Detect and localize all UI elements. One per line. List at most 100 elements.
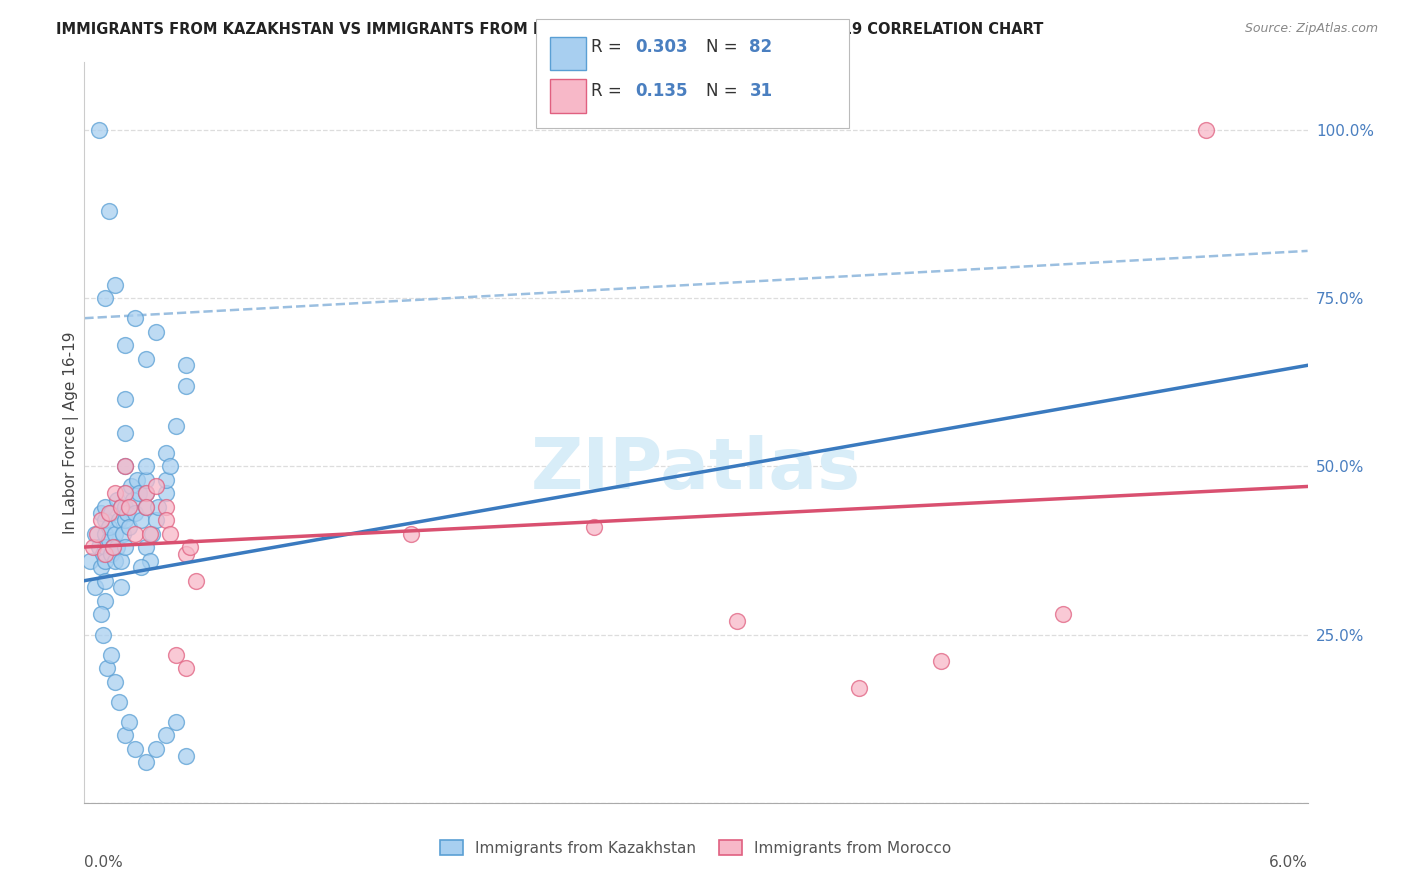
Point [79, 553, 101, 567]
Point [135, 756, 157, 770]
Point [165, 418, 187, 433]
Point [135, 500, 157, 514]
Point [583, 520, 606, 534]
Point [176, 661, 198, 675]
Point [93, 574, 117, 588]
Point [1195, 122, 1218, 136]
Point [725, 614, 748, 628]
Point [146, 500, 169, 514]
Point [87, 540, 110, 554]
Point [176, 547, 198, 561]
Point [104, 277, 127, 292]
Point [155, 473, 177, 487]
Point [179, 540, 201, 554]
Text: 0.135: 0.135 [636, 82, 688, 100]
Point [93, 594, 117, 608]
Point [83, 581, 105, 595]
Text: 31: 31 [749, 82, 772, 100]
Point [138, 553, 160, 567]
Point [97, 507, 120, 521]
Text: 0.303: 0.303 [636, 38, 688, 56]
Point [105, 492, 128, 507]
Legend: Immigrants from Kazakhstan, Immigrants from Morocco: Immigrants from Kazakhstan, Immigrants f… [434, 834, 957, 862]
Text: 6.0%: 6.0% [1268, 855, 1308, 870]
Point [176, 359, 198, 373]
Point [97, 203, 120, 218]
Point [101, 540, 124, 554]
Point [110, 581, 132, 595]
Point [399, 526, 422, 541]
Point [1052, 607, 1074, 622]
Point [165, 714, 187, 729]
Point [176, 748, 198, 763]
Point [82, 540, 104, 554]
Point [145, 479, 167, 493]
Text: IMMIGRANTS FROM KAZAKHSTAN VS IMMIGRANTS FROM MOROCCO IN LABOR FORCE | AGE 16-19: IMMIGRANTS FROM KAZAKHSTAN VS IMMIGRANTS… [56, 22, 1043, 38]
Point [135, 351, 157, 366]
Point [114, 338, 136, 352]
Point [155, 729, 177, 743]
Point [104, 526, 127, 541]
Point [135, 473, 157, 487]
Text: R =: R = [591, 38, 621, 56]
Point [114, 425, 136, 440]
Point [105, 540, 128, 554]
Point [110, 500, 132, 514]
Point [141, 526, 163, 541]
Text: Source: ZipAtlas.com: Source: ZipAtlas.com [1244, 22, 1378, 36]
Point [127, 473, 149, 487]
Point [131, 560, 153, 574]
Point [110, 500, 132, 514]
Point [145, 325, 167, 339]
Point [159, 459, 181, 474]
Point [128, 486, 150, 500]
Point [114, 459, 136, 474]
Point [131, 513, 153, 527]
Point [124, 311, 146, 326]
Point [97, 520, 120, 534]
Point [93, 553, 117, 567]
Point [100, 648, 122, 662]
Point [120, 479, 142, 493]
Point [110, 553, 132, 567]
Point [124, 526, 146, 541]
Point [122, 492, 145, 507]
Point [104, 553, 127, 567]
Text: 0.0%: 0.0% [84, 855, 124, 870]
Text: N =: N = [706, 82, 737, 100]
Point [155, 513, 177, 527]
Point [155, 446, 177, 460]
Point [83, 526, 105, 541]
Text: N =: N = [706, 38, 737, 56]
Point [93, 513, 117, 527]
Point [104, 486, 127, 500]
Point [124, 507, 146, 521]
Point [86, 526, 108, 541]
Point [114, 486, 136, 500]
Point [93, 291, 117, 305]
Point [135, 486, 157, 500]
Y-axis label: In Labor Force | Age 16-19: In Labor Force | Age 16-19 [63, 331, 79, 534]
Point [159, 526, 181, 541]
Point [114, 513, 136, 527]
Point [91, 627, 114, 641]
Point [114, 540, 136, 554]
Point [108, 513, 131, 527]
Point [91, 547, 114, 561]
Point [155, 486, 177, 500]
Point [114, 392, 136, 406]
Point [155, 500, 177, 514]
Point [138, 526, 160, 541]
Text: 82: 82 [749, 38, 772, 56]
Point [90, 507, 112, 521]
Point [145, 742, 167, 756]
Point [90, 607, 112, 622]
Point [929, 655, 952, 669]
Point [101, 540, 124, 554]
Point [93, 547, 117, 561]
Point [93, 500, 117, 514]
Point [114, 459, 136, 474]
Point [114, 729, 136, 743]
Point [108, 695, 131, 709]
Point [93, 526, 117, 541]
